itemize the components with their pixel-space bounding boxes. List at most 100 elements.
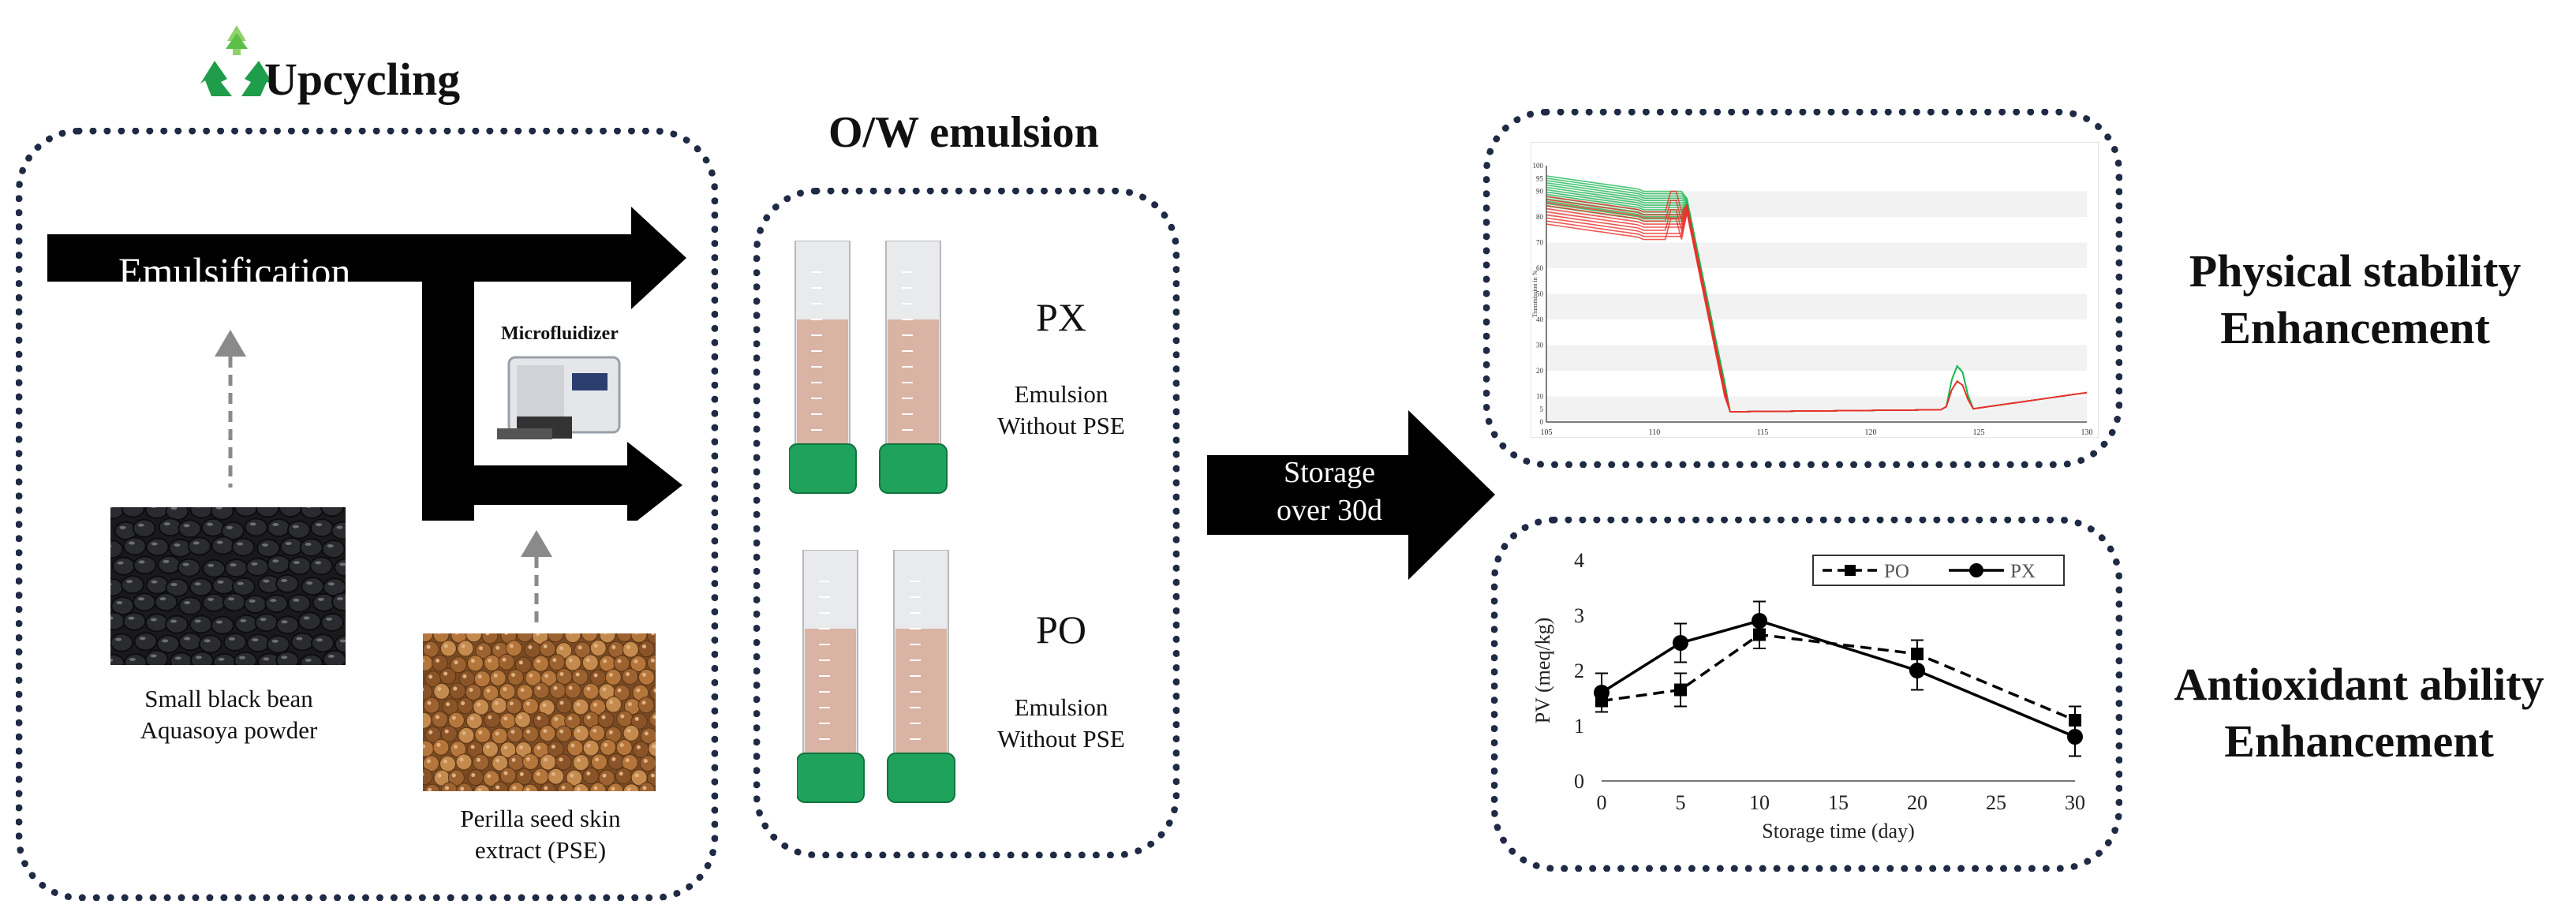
bean-highlight [163, 559, 170, 563]
seed-texture [447, 712, 465, 729]
x-tick-label: 15 [1828, 791, 1849, 814]
y-tick-label: 4 [1574, 549, 1584, 572]
seed-highlight [459, 757, 464, 762]
seed-texture [423, 641, 439, 658]
bean-highlight [128, 541, 135, 545]
seed-texture [458, 727, 475, 744]
bean-highlight [116, 600, 123, 604]
seed-highlight [504, 633, 509, 635]
seed-highlight [423, 659, 424, 663]
black-bean-caption: Small black bean Aquasoya powder [87, 683, 371, 746]
seed-texture [467, 769, 484, 786]
seed-highlight [634, 633, 638, 635]
emulsification-arrow [47, 207, 686, 309]
seed-texture [489, 669, 507, 686]
seed-texture [423, 740, 435, 757]
data-point-px [2067, 729, 2083, 745]
bean-highlight [339, 639, 346, 643]
bean-texture [320, 507, 345, 517]
bean-highlight [285, 541, 292, 545]
bean-highlight [184, 600, 191, 604]
x-tick-label: 10 [1749, 791, 1770, 814]
y-tick-label: 90 [1536, 188, 1544, 196]
seed-highlight [634, 716, 639, 721]
seed-highlight [553, 686, 558, 690]
bean-highlight [193, 541, 200, 545]
seed-highlight [427, 700, 432, 705]
bean-highlight [305, 658, 312, 662]
bean-texture [165, 615, 189, 634]
bean-texture [121, 575, 145, 595]
seed-highlight [428, 787, 432, 791]
y-tick-label: 3 [1574, 604, 1584, 627]
x-axis-label: Storage time (day) [1762, 820, 1915, 842]
bean-texture [123, 652, 148, 665]
seed-texture [555, 667, 573, 685]
seed-highlight [470, 745, 475, 749]
seed-highlight [477, 702, 481, 707]
seed-texture [622, 668, 639, 686]
bean-highlight [151, 507, 157, 509]
seed-texture [473, 698, 490, 715]
grid-band [1546, 293, 2087, 319]
bean-texture [310, 633, 335, 653]
seed-highlight [585, 658, 590, 663]
bean-texture [256, 538, 281, 558]
x-tick-label: 30 [2065, 791, 2085, 814]
seed-highlight [509, 701, 514, 706]
bean-texture [189, 615, 213, 634]
bean-highlight [170, 582, 178, 586]
seed-highlight [608, 730, 613, 734]
tube-cap [788, 443, 857, 494]
seed-highlight [423, 744, 426, 749]
seed-highlight [477, 788, 482, 791]
seed-highlight [451, 715, 456, 720]
bean-texture [244, 517, 268, 537]
bean-highlight [262, 543, 269, 547]
seed-highlight [470, 659, 475, 663]
bean-texture [275, 651, 300, 665]
seed-texture [423, 712, 432, 729]
antioxidant-panel [1491, 517, 2122, 872]
bean-highlight [110, 658, 114, 662]
storage-label-line1: Storage [1283, 456, 1376, 489]
y-tick-label: 5 [1540, 405, 1544, 413]
bean-texture [267, 517, 291, 537]
y-tick-label: 30 [1536, 342, 1544, 349]
bean-texture [231, 577, 256, 596]
bean-texture [234, 651, 258, 665]
x-tick-label: 120 [1865, 428, 1877, 437]
seed-texture [608, 641, 625, 658]
seed-texture [615, 739, 633, 756]
bean-highlight [216, 540, 223, 544]
y-tick-label: 60 [1536, 264, 1544, 272]
bean-highlight [249, 599, 256, 603]
seed-texture [498, 653, 515, 671]
seed-texture [589, 640, 607, 657]
seed-highlight [525, 787, 530, 791]
po-desc-line1: Emulsion [1014, 693, 1109, 721]
seed-highlight [519, 771, 524, 776]
seed-highlight [525, 756, 530, 761]
seed-highlight [593, 786, 598, 790]
seed-highlight [576, 758, 581, 763]
seed-texture [616, 710, 634, 727]
seed-highlight [428, 674, 433, 679]
bean-highlight [303, 616, 310, 620]
y-tick-label: 40 [1536, 316, 1544, 323]
x-tick-label: 125 [1973, 428, 1985, 437]
seed-highlight [626, 728, 631, 733]
seed-texture [548, 768, 565, 785]
bean-highlight [218, 657, 225, 661]
seed-texture [432, 738, 450, 756]
seed-texture [522, 783, 539, 791]
seed-texture [549, 682, 566, 699]
seed-texture [630, 655, 647, 672]
bean-texture [264, 594, 289, 614]
black-bean-caption-line2: Aquasoya powder [140, 716, 318, 744]
seed-texture [472, 753, 489, 771]
seed-highlight [479, 646, 484, 651]
bean-highlight [117, 561, 124, 565]
bean-texture [178, 519, 202, 539]
seed-texture [548, 654, 566, 671]
